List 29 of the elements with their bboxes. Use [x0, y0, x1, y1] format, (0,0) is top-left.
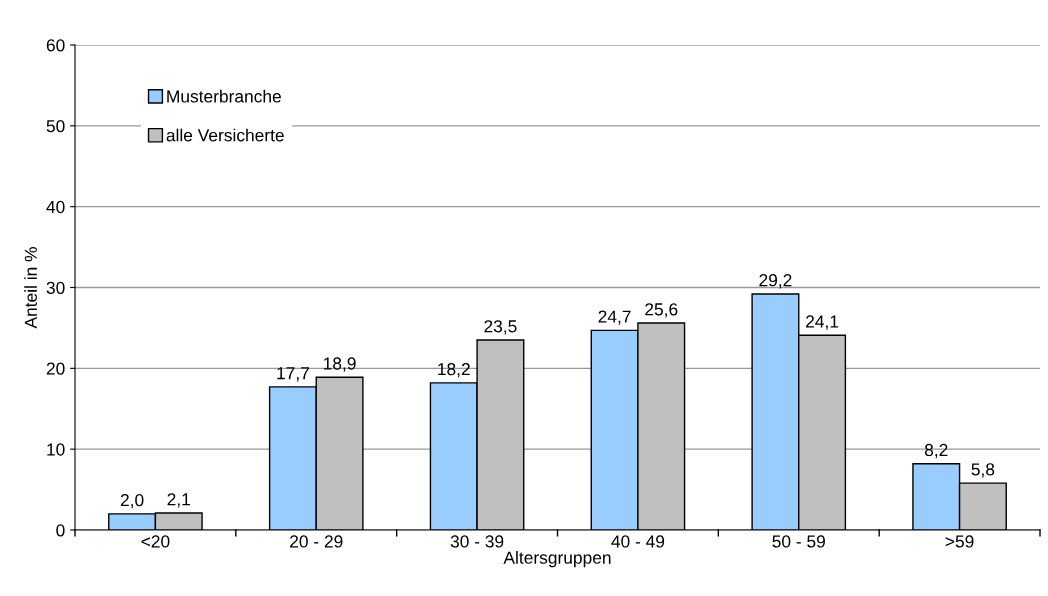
x-tick-label: 50 - 59 [772, 535, 825, 548]
y-tick-label: 60 [46, 39, 65, 52]
data-label: 24,7 [598, 310, 631, 325]
legend-label: alle Versicherte [166, 128, 284, 142]
x-axis-title: Altersgruppen [503, 551, 611, 568]
y-tick-label: 10 [47, 443, 65, 456]
y-axis-title: Anteil in % [24, 247, 37, 329]
y-tick-label: 40 [46, 200, 65, 214]
data-label: 17,7 [277, 367, 309, 382]
y-tick-label: 20 [46, 362, 65, 375]
data-label: 25,6 [645, 303, 678, 318]
y-tick-label: 0 [56, 524, 65, 537]
y-tick-label: 30 [46, 281, 65, 294]
data-label: 24,1 [806, 315, 839, 330]
x-tick-label: 40 - 49 [611, 535, 665, 548]
data-label: 29,2 [759, 274, 792, 289]
legend-label: Musterbranche [167, 89, 281, 103]
x-tick-label: >59 [945, 535, 974, 548]
data-label: 23,5 [484, 320, 517, 335]
x-tick-label: <20 [141, 535, 170, 548]
y-tick-label: 50 [46, 120, 65, 133]
data-label: 18,9 [324, 357, 356, 372]
x-tick-label: 20 - 29 [290, 535, 343, 548]
data-label: 18,2 [438, 362, 470, 378]
data-label: 2,0 [120, 493, 144, 509]
data-label: 2,1 [167, 493, 190, 508]
data-label: 8,2 [924, 443, 948, 459]
data-label: 5,8 [971, 463, 995, 478]
x-tick-label: 30 - 39 [450, 535, 504, 548]
